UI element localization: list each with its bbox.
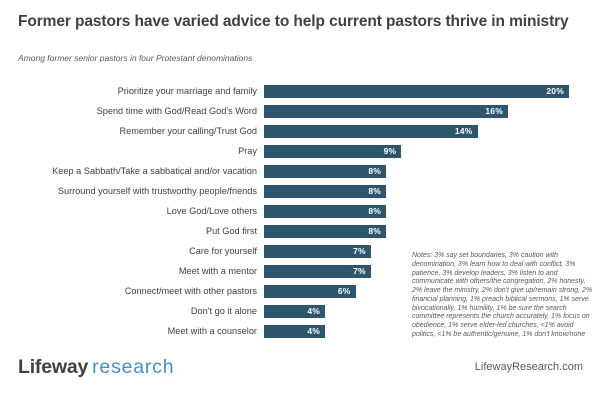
chart-row: Love God/Love others 8% (18, 201, 578, 221)
category-label: Meet with a mentor (178, 266, 257, 276)
bar-track: 20% (264, 84, 569, 98)
bar-track: 7% (264, 244, 569, 258)
value-label: 7% (353, 266, 366, 276)
value-label: 8% (368, 186, 381, 196)
bar: 8% (264, 204, 386, 218)
bar-track: 8% (264, 164, 569, 178)
bar: 8% (264, 164, 386, 178)
value-label: 16% (485, 106, 503, 116)
bar: 8% (264, 224, 386, 238)
bar-track: 14% (264, 124, 569, 138)
bar-track: 8% (264, 224, 569, 238)
chart-row: Pray 9% (18, 141, 578, 161)
bar-track: 6% (264, 284, 569, 298)
value-label: 7% (353, 246, 366, 256)
chart-row: Spend time with God/Read God's Word 16% (18, 101, 578, 121)
bar-track: 4% (264, 304, 569, 318)
category-label: Connect/meet with other pastors (124, 286, 257, 296)
bar: 7% (264, 244, 371, 258)
website-url: LifewayResearch.com (474, 361, 583, 373)
category-label: Spend time with God/Read God's Word (96, 106, 257, 116)
category-label: Pray (238, 146, 257, 156)
chart-row: Meet with a mentor 7% (18, 261, 578, 281)
bar: 4% (264, 304, 325, 318)
chart-row: Remember your calling/Trust God 14% (18, 121, 578, 141)
value-label: 20% (546, 86, 564, 96)
bar-track: 4% (264, 324, 569, 338)
bar-track: 8% (264, 184, 569, 198)
bar: 7% (264, 264, 371, 278)
category-label: Meet with a counselor (167, 326, 257, 336)
bar: 6% (264, 284, 356, 298)
bar-track: 9% (264, 144, 569, 158)
bar: 9% (264, 144, 402, 158)
value-label: 4% (307, 306, 320, 316)
logo-secondary-text: research (92, 356, 175, 378)
value-label: 4% (307, 326, 320, 336)
footnotes: Notes: 3% say set boundaries, 3% caution… (412, 252, 593, 338)
category-label: Care for yourself (189, 246, 257, 256)
category-label: Love God/Love others (166, 206, 257, 216)
category-label: Surround yourself with trustworthy peopl… (57, 186, 257, 196)
logo-primary-text: Lifeway (18, 356, 89, 378)
bar-chart: Prioritize your marriage and family 20% Sp… (18, 81, 578, 341)
bar: 4% (264, 324, 325, 338)
bar: 8% (264, 184, 386, 198)
chart-row: Prioritize your marriage and family 20% (18, 81, 578, 101)
chart-row: Meet with a counselor 4% (18, 321, 578, 341)
category-label: Prioritize your marriage and family (117, 86, 257, 96)
bar-track: 16% (264, 104, 569, 118)
value-label: 8% (368, 206, 381, 216)
category-label: Put God first (205, 226, 257, 236)
bar-track: 7% (264, 264, 569, 278)
category-label: Remember your calling/Trust God (119, 126, 257, 136)
chart-row: Keep a Sabbath/Take a sabbatical and/or … (18, 161, 578, 181)
bar-track: 8% (264, 204, 569, 218)
chart-row: Don't go it alone 4% (18, 301, 578, 321)
chart-row: Surround yourself with trustworthy peopl… (18, 181, 578, 201)
value-label: 14% (454, 126, 473, 136)
category-label: Keep a Sabbath/Take a sabbatical and/or … (52, 166, 257, 176)
chart-row: Put God first 8% (18, 221, 578, 241)
value-label: 6% (337, 286, 351, 296)
lifeway-research-logo: Lifeway research (18, 356, 174, 379)
page-title: Former pastors have varied advice to hel… (18, 13, 569, 30)
chart-row: Connect/meet with other pastors 6% (18, 281, 578, 301)
bar: 16% (264, 104, 508, 118)
bar: 20% (264, 84, 569, 98)
bar: 14% (264, 124, 478, 138)
chart-subtitle: Among former senior pastors in four Prot… (18, 53, 253, 63)
value-label: 9% (383, 146, 397, 156)
value-label: 8% (368, 226, 381, 236)
chart-row: Care for yourself 7% (18, 241, 578, 261)
category-label: Don't go it alone (190, 306, 257, 316)
value-label: 8% (368, 166, 381, 176)
